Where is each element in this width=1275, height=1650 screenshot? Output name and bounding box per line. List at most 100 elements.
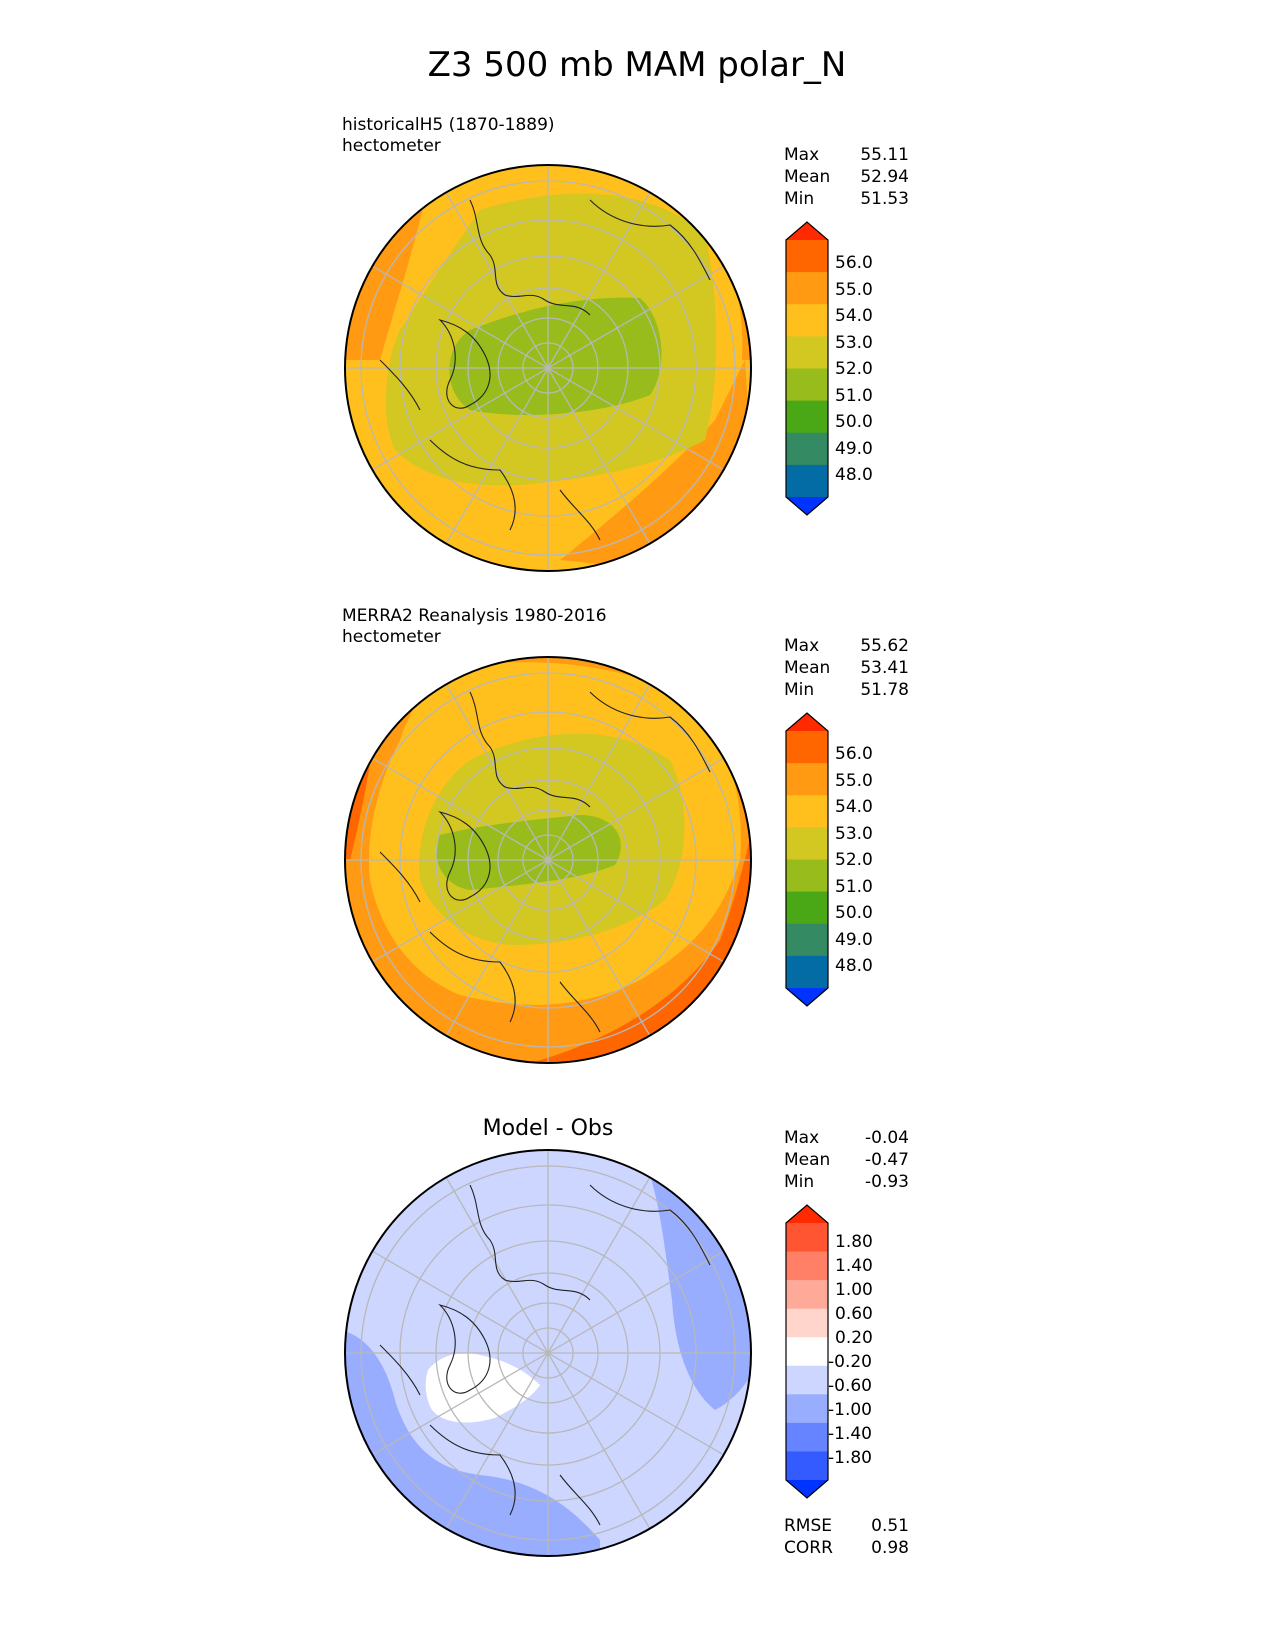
colorbar-segment [786, 859, 828, 893]
colorbar-segment [786, 955, 828, 989]
colorbar-tick-label: 56.0 [835, 744, 873, 764]
map-boundary [344, 656, 752, 1064]
colorbar-segment [786, 763, 828, 796]
footer-stat-value: 0.51 [871, 1516, 909, 1536]
colorbar-segment [786, 240, 828, 273]
colorbar-segment [786, 1365, 828, 1395]
stat-label: Min [784, 1172, 814, 1192]
colorbar-outline [785, 1204, 829, 1499]
colorbar-segment [786, 368, 828, 402]
colorbar-tick-label: 53.0 [835, 333, 873, 353]
colorbar-tick-label: 55.0 [835, 771, 873, 791]
panel-caption-line: MERRA2 Reanalysis 1980-2016 [342, 606, 607, 626]
colorbar-tick-label: 52.0 [835, 850, 873, 870]
figure-title: Z3 500 mb MAM polar_N [428, 45, 847, 85]
colorbar-tick-label: 50.0 [835, 903, 873, 923]
colorbar-tick-label: -1.00 [828, 1400, 872, 1420]
colorbar-segment [786, 1251, 828, 1281]
colorbar [785, 1204, 829, 1499]
map-boundary [344, 1149, 752, 1557]
colorbar-tick-label: 50.0 [835, 412, 873, 432]
colorbar-tick-label: 49.0 [835, 930, 873, 950]
colorbar-segment [786, 891, 828, 925]
stat-value: -0.47 [865, 1150, 909, 1170]
colorbar-tick-label: 54.0 [835, 797, 873, 817]
stat-value: -0.93 [865, 1172, 909, 1192]
stat-label: Mean [784, 658, 830, 678]
colorbar-tick-label: 51.0 [835, 386, 873, 406]
stat-label: Min [784, 189, 814, 209]
colorbar-tick-label: 48.0 [835, 465, 873, 485]
colorbar-segment [786, 1451, 828, 1481]
colorbar-extend-min [786, 1480, 828, 1498]
colorbar-extend-max [786, 1205, 828, 1223]
colorbar [785, 221, 829, 516]
panel-model: historicalH5 (1870-1889) hectometer [342, 115, 909, 572]
stat-value: 55.62 [860, 636, 909, 656]
map-boundary [344, 164, 752, 572]
coastlines [379, 691, 711, 1033]
stat-value: 53.41 [860, 658, 909, 678]
colorbar-extend-max [786, 713, 828, 731]
colorbar-segment [786, 400, 828, 434]
colorbar-tick-label: 56.0 [835, 253, 873, 273]
colorbar-segment [786, 923, 828, 957]
colorbar-segment [786, 1280, 828, 1310]
field-contour [425, 1353, 540, 1423]
stat-value: 52.94 [860, 167, 909, 187]
polar-map [345, 1150, 751, 1556]
stat-label: Min [784, 680, 814, 700]
colorbar [785, 712, 829, 1007]
colorbar-tick-label: 1.40 [835, 1256, 873, 1276]
colorbar-tick-label: 0.20 [835, 1328, 873, 1348]
colorbar-segment [786, 336, 828, 370]
graticule [345, 657, 751, 1063]
colorbar-tick-label: 1.00 [835, 1280, 873, 1300]
colorbar-tick-label: 52.0 [835, 359, 873, 379]
colorbar-tick-label: 54.0 [835, 306, 873, 326]
footer-stat-label: RMSE [784, 1516, 832, 1536]
colorbar-tick-label: -0.60 [828, 1376, 872, 1396]
colorbar-segment [786, 827, 828, 861]
stat-label: Max [784, 1128, 819, 1148]
panel-caption-line: hectometer [342, 627, 441, 647]
colorbar-tick-label: 48.0 [835, 956, 873, 976]
colorbar-tick-label: 51.0 [835, 877, 873, 897]
stat-value: -0.04 [865, 1128, 909, 1148]
colorbar-segment [786, 304, 828, 337]
colorbar-segment [786, 731, 828, 764]
colorbar-tick-label: 53.0 [835, 824, 873, 844]
colorbar-segment [786, 1337, 828, 1367]
colorbar-tick-label: -1.40 [828, 1424, 872, 1444]
colorbar-segment [786, 795, 828, 828]
colorbar-outline [785, 221, 829, 516]
colorbar-segment [786, 1223, 828, 1253]
stat-label: Mean [784, 1150, 830, 1170]
colorbar-segment [786, 1422, 828, 1453]
stat-label: Max [784, 145, 819, 165]
stat-label: Max [784, 636, 819, 656]
colorbar-tick-label: 1.80 [835, 1232, 873, 1252]
footer-stat-label: CORR [784, 1538, 833, 1558]
coastlines [379, 1184, 711, 1526]
panel-caption-line: historicalH5 (1870-1889) [342, 115, 555, 135]
polar-map [345, 165, 751, 571]
stat-value: 55.11 [860, 145, 909, 165]
field-contour [436, 815, 621, 890]
colorbar-segment [786, 464, 828, 498]
colorbar-segment [786, 1394, 828, 1424]
coastlines [379, 199, 711, 541]
graticule [345, 165, 751, 571]
colorbar-tick-label: -0.20 [828, 1352, 872, 1372]
colorbar-tick-label: -1.80 [828, 1448, 872, 1468]
panel-title: Model - Obs [483, 1116, 614, 1141]
panel-observations: MERRA2 Reanalysis 1980-2016 hectometer [342, 606, 909, 1064]
colorbar-segment [786, 1308, 828, 1338]
footer-stat-value: 0.98 [871, 1538, 909, 1558]
colorbar-segment [786, 432, 828, 466]
colorbar-tick-label: 49.0 [835, 439, 873, 459]
panel-caption-line: hectometer [342, 136, 441, 156]
colorbar-extend-min [786, 497, 828, 515]
colorbar-tick-label: 55.0 [835, 280, 873, 300]
